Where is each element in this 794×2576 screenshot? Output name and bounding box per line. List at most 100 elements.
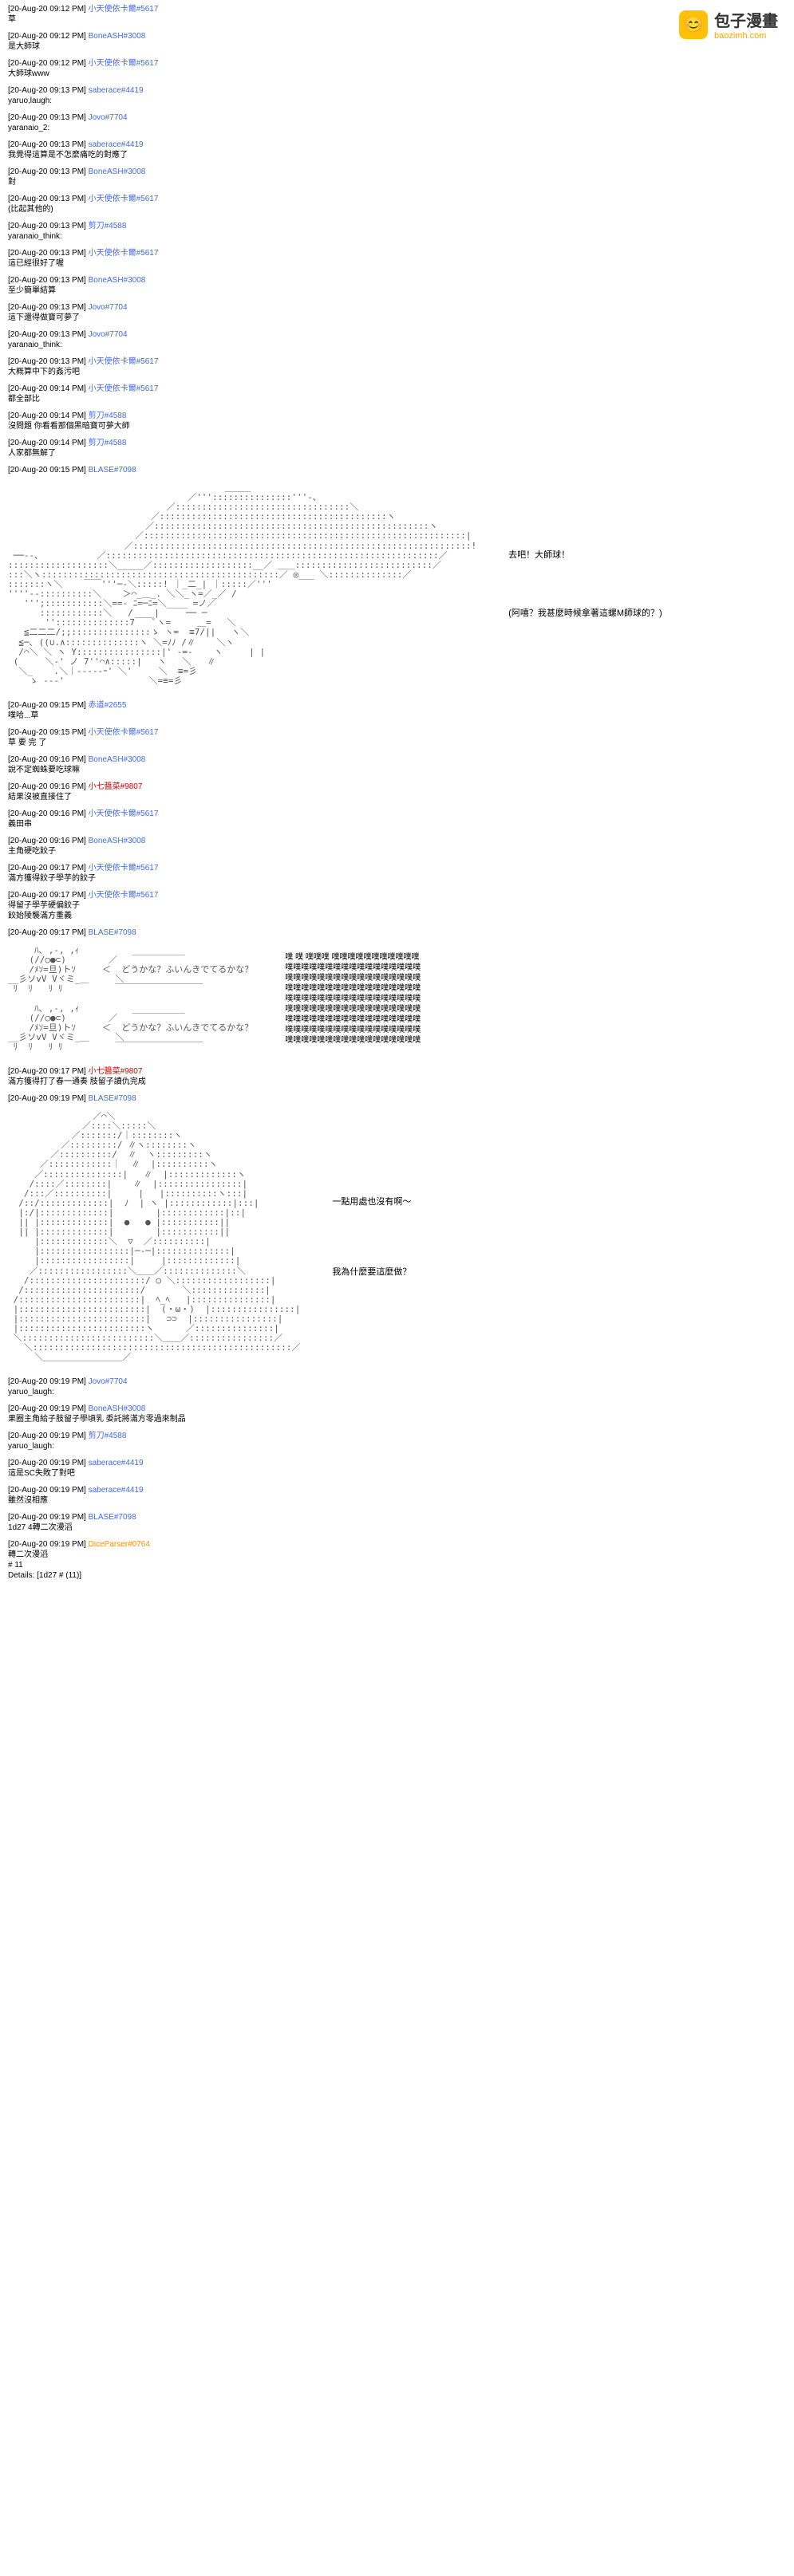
message-username: 小天使依卡爾#5617	[89, 59, 159, 68]
chat-message: [20-Aug-20 09:13 PM] Jovo#7704這下還得做寶可夢了	[8, 302, 786, 323]
message-username: BLASE#7098	[89, 1094, 136, 1103]
chat-message: [20-Aug-20 09:15 PM] 小天使依卡爾#5617草 要 完 了	[8, 727, 786, 748]
message-header: [20-Aug-20 09:19 PM] BoneASH#3008	[8, 1404, 786, 1414]
message-body: 大概算中下的姦污吧	[8, 367, 786, 377]
chat-message: [20-Aug-20 09:13 PM] saberace#4419yaruo,…	[8, 85, 786, 106]
chat-message: [20-Aug-20 09:19 PM] BoneASH#3008果圈主角給子肢…	[8, 1404, 786, 1424]
chat-message: [20-Aug-20 09:13 PM] BoneASH#3008至少簡單結算	[8, 275, 786, 296]
watermark: 😊 包子漫畫 baozimh.com	[679, 8, 778, 41]
message-username: BLASE#7098	[89, 466, 136, 475]
message-timestamp: [20-Aug-20 09:13 PM]	[8, 167, 89, 176]
chat-message: [20-Aug-20 09:14 PM] 小天使依卡爾#5617都全部比	[8, 384, 786, 404]
message-timestamp: [20-Aug-20 09:13 PM]	[8, 195, 89, 203]
message-header: [20-Aug-20 09:13 PM] 剪刀#4588	[8, 221, 786, 231]
message-timestamp: [20-Aug-20 09:14 PM]	[8, 384, 89, 393]
message-header: [20-Aug-20 09:17 PM] 小天使依卡爾#5617	[8, 863, 786, 873]
message-timestamp: [20-Aug-20 09:19 PM]	[8, 1513, 89, 1522]
message-body: 草 要 完 了	[8, 738, 786, 748]
message-body: yaruo,laugh:	[8, 96, 786, 106]
chat-message: [20-Aug-20 09:19 PM] 剪刀#4588yaruo_laugh:	[8, 1431, 786, 1451]
message-timestamp: [20-Aug-20 09:16 PM]	[8, 782, 89, 791]
message-header: [20-Aug-20 09:16 PM] 小天使依卡爾#5617	[8, 809, 786, 819]
message-body: yaranaio_think:	[8, 340, 786, 350]
message-header: [20-Aug-20 09:19 PM] BLASE#7098	[8, 1512, 786, 1522]
chat-log: [20-Aug-20 09:12 PM] 小天使依卡爾#5617草[20-Aug…	[0, 0, 794, 1591]
chat-message: [20-Aug-20 09:17 PM] 小天使依卡爾#5617得留子學芋硬偏餃…	[8, 890, 786, 921]
message-header: [20-Aug-20 09:15 PM] BLASE#7098	[8, 465, 786, 475]
chat-message: [20-Aug-20 09:13 PM] saberace#4419我覺得這算是…	[8, 140, 786, 160]
chat-message: [20-Aug-20 09:16 PM] BoneASH#3008主角硬吃餃子	[8, 836, 786, 857]
message-timestamp: [20-Aug-20 09:19 PM]	[8, 1094, 89, 1103]
message-timestamp: [20-Aug-20 09:16 PM]	[8, 755, 89, 764]
chat-message: [20-Aug-20 09:16 PM] 小天使依卡爾#5617義田串	[8, 809, 786, 829]
chat-message: [20-Aug-20 09:19 PM] BLASE#7098 ／⌒＼ ／:::…	[8, 1093, 786, 1370]
message-body: 至少簡單結算	[8, 286, 786, 296]
message-timestamp: [20-Aug-20 09:19 PM]	[8, 1486, 89, 1495]
message-timestamp: [20-Aug-20 09:19 PM]	[8, 1540, 89, 1549]
chat-message: [20-Aug-20 09:13 PM] Jovo#7704yaranaio_t…	[8, 329, 786, 350]
message-timestamp: [20-Aug-20 09:13 PM]	[8, 249, 89, 258]
message-timestamp: [20-Aug-20 09:17 PM]	[8, 1067, 89, 1076]
message-timestamp: [20-Aug-20 09:17 PM]	[8, 928, 89, 937]
message-username: 小天使依卡爾#5617	[89, 809, 159, 818]
ascii-text-line: 一點用處也沒有啊～	[332, 1196, 411, 1207]
message-username: 小天使依卡爾#5617	[89, 728, 159, 737]
message-username: 小七醬菜#9807	[89, 1067, 143, 1076]
chat-message: [20-Aug-20 09:13 PM] 小天使依卡爾#5617(比起其他的)	[8, 194, 786, 215]
message-body: (比起其他的)	[8, 204, 786, 215]
message-body: 這已經很好了喔	[8, 258, 786, 269]
message-timestamp: [20-Aug-20 09:12 PM]	[8, 32, 89, 41]
message-body: 說不定蜘蛛要吃球嘛	[8, 765, 786, 775]
message-body: yaranaio_think:	[8, 231, 786, 242]
message-body: 這下還得做寶可夢了	[8, 313, 786, 323]
message-body: 我覺得這算是不怎麼痛吃的對應了	[8, 150, 786, 160]
message-body: yaruo_laugh:	[8, 1441, 786, 1451]
message-header: [20-Aug-20 09:12 PM] 小天使依卡爾#5617	[8, 4, 786, 14]
ascii-chorus-text: 噗 噗 噗噗噗 噗噗噗噗噗噗噗噗噗噗噗 噗噗噗噗噗噗噗噗噗噗噗噗噗噗噗噗噗 噗噗…	[285, 952, 421, 1046]
chat-message: [20-Aug-20 09:15 PM] 赤道#2655噗哈...草	[8, 700, 786, 721]
logo-icon: 😊	[679, 10, 708, 39]
message-timestamp: [20-Aug-20 09:19 PM]	[8, 1377, 89, 1386]
message-header: [20-Aug-20 09:13 PM] saberace#4419	[8, 85, 786, 96]
ascii-text-line: 去吧！大師球！	[508, 549, 662, 561]
chat-message: [20-Aug-20 09:19 PM] BLASE#70981d27 4轉二次…	[8, 1512, 786, 1533]
message-body: 滿方獲得打了春一通奏 肢留子讀仇完成	[8, 1077, 786, 1087]
chat-message: [20-Aug-20 09:14 PM] 剪刀#4588沒問題 你看看那個黑暗寶…	[8, 411, 786, 431]
message-body: 得留子學芋硬偏餃子 餃始陵襲滿方重義	[8, 900, 786, 921]
message-body: 主角硬吃餃子	[8, 846, 786, 857]
message-username: 剪刀#4588	[89, 222, 127, 230]
ascii-art: ／⌒＼ ／::::＼:::::＼ ／:::::::/｜::::::::ヽ ／::…	[8, 1112, 300, 1362]
message-body: 草	[8, 14, 786, 25]
chat-message: [20-Aug-20 09:13 PM] 小天使依卡爾#5617這已經很好了喔	[8, 248, 786, 269]
message-timestamp: [20-Aug-20 09:13 PM]	[8, 86, 89, 95]
message-username: BoneASH#3008	[89, 755, 146, 764]
chat-message: [20-Aug-20 09:16 PM] 小七醬菜#9807結果沒被直接住了	[8, 782, 786, 802]
message-timestamp: [20-Aug-20 09:13 PM]	[8, 113, 89, 122]
chat-message: [20-Aug-20 09:15 PM] BLASE#7098 ＿＿＿ ／'''…	[8, 465, 786, 694]
message-timestamp: [20-Aug-20 09:16 PM]	[8, 837, 89, 845]
chat-message: [20-Aug-20 09:13 PM] BoneASH#3008對	[8, 167, 786, 187]
message-body: 噗哈...草	[8, 711, 786, 721]
message-body: 人家都無解了	[8, 448, 786, 459]
message-timestamp: [20-Aug-20 09:13 PM]	[8, 276, 89, 285]
message-header: [20-Aug-20 09:13 PM] Jovo#7704	[8, 329, 786, 340]
message-timestamp: [20-Aug-20 09:15 PM]	[8, 728, 89, 737]
message-header: [20-Aug-20 09:12 PM] 小天使依卡爾#5617	[8, 58, 786, 69]
message-timestamp: [20-Aug-20 09:14 PM]	[8, 439, 89, 447]
message-username: BLASE#7098	[89, 1513, 136, 1522]
message-username: BLASE#7098	[89, 928, 136, 937]
message-timestamp: [20-Aug-20 09:17 PM]	[8, 864, 89, 872]
message-body: 對	[8, 177, 786, 187]
message-username: 小天使依卡爾#5617	[89, 864, 159, 872]
message-header: [20-Aug-20 09:14 PM] 剪刀#4588	[8, 411, 786, 421]
message-body: 果圈主角給子肢留子學頃乳 委託將滿方零過來制品	[8, 1414, 786, 1424]
message-header: [20-Aug-20 09:15 PM] 赤道#2655	[8, 700, 786, 711]
chat-message: [20-Aug-20 09:12 PM] 小天使依卡爾#5617草	[8, 4, 786, 25]
message-timestamp: [20-Aug-20 09:13 PM]	[8, 303, 89, 312]
message-header: [20-Aug-20 09:16 PM] BoneASH#3008	[8, 754, 786, 765]
message-body: 義田串	[8, 819, 786, 829]
message-header: [20-Aug-20 09:14 PM] 剪刀#4588	[8, 438, 786, 448]
watermark-url: baozimh.com	[714, 31, 778, 41]
message-header: [20-Aug-20 09:13 PM] 小天使依卡爾#5617	[8, 194, 786, 204]
ascii-side-text: 去吧！大師球！(阿嘻？我甚麼時候拿著這螺M師球的？)	[508, 538, 662, 631]
